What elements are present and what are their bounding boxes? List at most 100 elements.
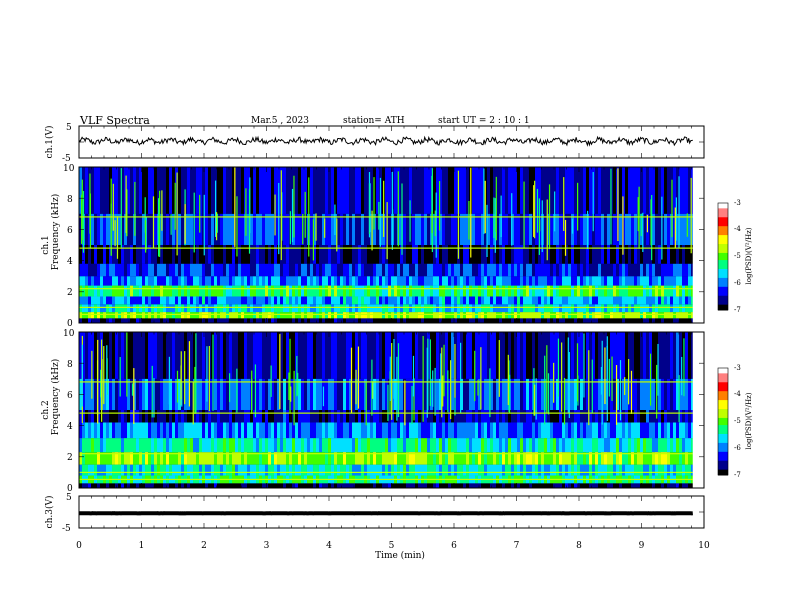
ch2-spec-cell xyxy=(310,379,313,410)
ch2-spec-cell xyxy=(661,465,664,476)
ch1-spec-cell xyxy=(349,296,352,304)
ch2-spec-burst xyxy=(569,352,570,418)
ch1-spec-cell xyxy=(97,214,100,245)
ch2-spec-cell xyxy=(310,410,313,422)
ch2-spec-cell xyxy=(454,465,457,476)
ch1-spec-cell xyxy=(592,304,595,312)
ch2-spec-cell xyxy=(139,379,142,410)
ch2-spec-cell xyxy=(523,483,526,488)
ch1-spec-cell xyxy=(88,318,91,323)
ch2-spec-cell xyxy=(520,410,523,422)
ch2-spec-cell xyxy=(169,438,172,452)
ch1-spec-cell xyxy=(436,286,439,297)
ch1-spec-cell xyxy=(349,318,352,323)
ch1-spec-cell xyxy=(514,312,517,318)
ch1-spec-cell xyxy=(256,276,259,285)
ch1-spec-cell xyxy=(526,312,529,318)
ch1-spec-cell xyxy=(322,276,325,285)
ch1-spec-burst xyxy=(290,211,291,244)
ch2-spec-cell xyxy=(214,422,217,438)
ch2-spec-cell xyxy=(235,438,238,452)
ch1-spec-cell xyxy=(487,312,490,318)
ch2-spec-cell xyxy=(277,410,280,422)
ch2-spec-cell xyxy=(352,410,355,422)
ch2-spec-cell xyxy=(178,410,181,422)
ch2-spec-cell xyxy=(328,332,331,379)
ch2-spec-cell xyxy=(97,483,100,488)
ch1-spec-cell xyxy=(361,264,364,276)
ch1-spec-cell xyxy=(292,312,295,318)
ch2-spec-channel-label: ch.2 xyxy=(41,400,51,419)
ch1-spec-cell xyxy=(148,296,151,304)
ch1-spec-cell xyxy=(511,264,514,276)
ch2-spec-burst xyxy=(546,345,547,413)
x-axis: 0 1 2 3 4 5 6 7 8 9 10 Time (min) xyxy=(76,541,710,561)
ch1-spec-cell xyxy=(586,312,589,318)
ch2-spec-cell xyxy=(610,410,613,422)
ch2-spec-cell xyxy=(199,422,202,438)
ch2-spec-cell xyxy=(646,379,649,410)
ch1-spec-cell xyxy=(565,286,568,297)
ch2-spec-cell xyxy=(112,483,115,488)
ch1-spec-cell xyxy=(217,312,220,318)
ch1-spec-cell xyxy=(352,286,355,297)
ch1-spec-cell xyxy=(613,296,616,304)
ch1-spec-cell xyxy=(442,296,445,304)
ch1-spec-cell xyxy=(283,318,286,323)
ch2-spec-cell xyxy=(109,483,112,488)
ch1-spec-cell xyxy=(325,214,328,245)
ch1-spec-cell xyxy=(619,304,622,312)
ch1-spec-cell xyxy=(184,276,187,285)
ch1-spec-cell xyxy=(328,312,331,318)
ch1-spec-cell xyxy=(346,304,349,312)
ch2-spec-cell xyxy=(382,422,385,438)
ch1-spec-cell xyxy=(178,214,181,245)
ch1-spec-cell xyxy=(475,304,478,312)
ch2-spec-cell xyxy=(649,438,652,452)
ch1-spec-cell xyxy=(196,214,199,245)
ch2-spec-cell xyxy=(376,465,379,476)
ch1-spec-cell xyxy=(580,312,583,318)
ch1-spec-cell xyxy=(418,296,421,304)
ch2-spec-cell xyxy=(244,379,247,410)
ch2-spec-narrowband-line xyxy=(79,472,693,473)
ch1-spec-narrowband-line xyxy=(79,216,693,217)
ch2-spec-cell xyxy=(562,438,565,452)
ch1-spec-cell xyxy=(226,214,229,245)
ch1-spec-cell xyxy=(100,296,103,304)
ch1-spec-cell xyxy=(592,296,595,304)
ch1-spec-cell xyxy=(142,312,145,318)
ch1-spec-cell xyxy=(490,312,493,318)
ch2-spec-cell xyxy=(649,483,652,488)
ch1-spec-cell xyxy=(337,286,340,297)
ch1-spec-cell xyxy=(688,214,691,245)
ch1-spec-cell xyxy=(136,304,139,312)
ch1-spec-cell xyxy=(658,312,661,318)
ch1-spec-cell xyxy=(247,312,250,318)
ch2-spec-cell xyxy=(91,465,94,476)
ch2-spec-cell xyxy=(637,379,640,410)
ch1-spec-cell xyxy=(382,276,385,285)
ch1-spec-cell xyxy=(409,276,412,285)
ch2-spec-burst xyxy=(561,342,562,411)
ch2-spec-cell xyxy=(310,465,313,476)
ch1-spec-cell xyxy=(535,304,538,312)
ch1-spec-cell xyxy=(637,264,640,276)
ch1-spec-burst xyxy=(493,197,494,238)
ch1-spec-cell xyxy=(676,318,679,323)
xtick-5: 5 xyxy=(389,541,395,551)
cb1-label: log(PSD)(V²/Hz) xyxy=(745,227,753,284)
ch1-spec-cell xyxy=(514,264,517,276)
ch1-spec-cell xyxy=(655,304,658,312)
ch1-spec-cell xyxy=(442,167,445,214)
ch2-spec-cell xyxy=(415,465,418,476)
ch2-spec-burst xyxy=(508,355,509,405)
ch1-spec-cell xyxy=(448,286,451,297)
ch2-spec-cell xyxy=(460,465,463,476)
ch1-spec-cell xyxy=(391,304,394,312)
ch1-spec-burst xyxy=(486,205,487,257)
ch2-spec-cell xyxy=(190,410,193,422)
ch2-spec-cell xyxy=(409,422,412,438)
ch2-spec-cell xyxy=(292,438,295,452)
ch2-spec-cell xyxy=(655,465,658,476)
